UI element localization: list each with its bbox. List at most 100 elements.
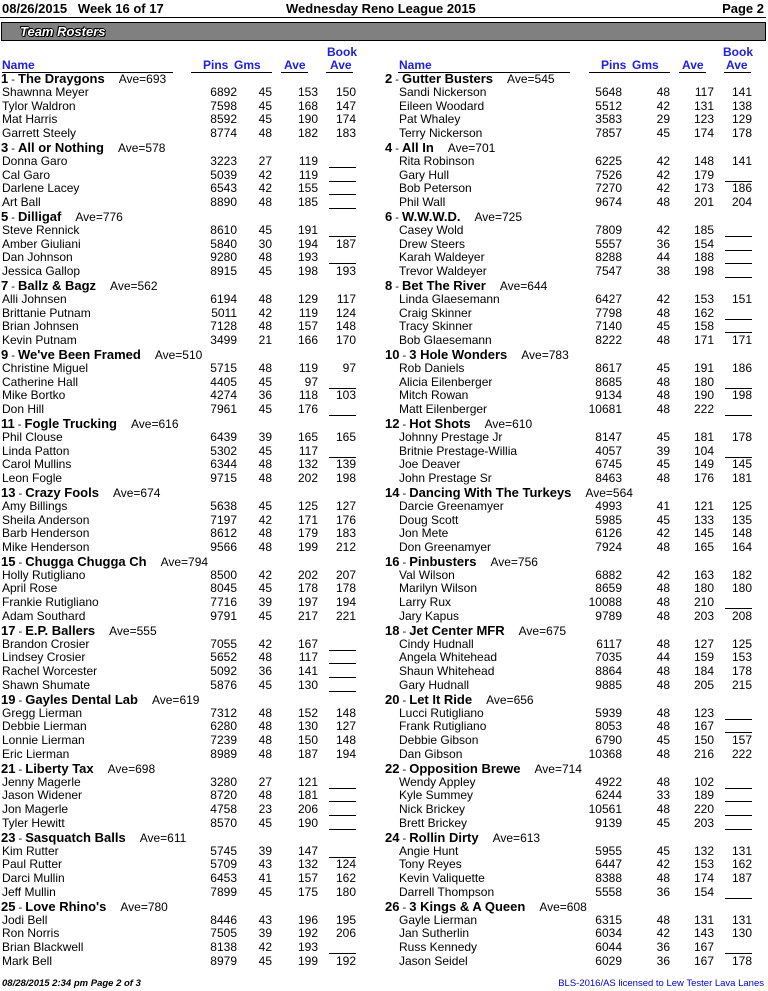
player-name: April Rose — [2, 581, 58, 596]
player-row: Craig Skinner 7798 48 162 — [384, 305, 768, 321]
games: 48 — [656, 195, 670, 210]
average: 153 — [693, 857, 714, 872]
book-average: 178 — [731, 954, 752, 968]
player-name: Marilyn Wilson — [399, 581, 478, 596]
player-name: Rob Daniels — [399, 360, 465, 375]
games: 48 — [656, 333, 670, 348]
average: 171 — [297, 512, 318, 527]
team-number: 2 — [385, 71, 393, 86]
pins: 6439 — [210, 429, 237, 444]
pins: 8890 — [210, 195, 237, 210]
book-average: 198 — [731, 388, 752, 403]
ave-prefix: Ave= — [117, 140, 146, 155]
player-name: Darlene Lacey — [2, 181, 80, 196]
ave-value: 562 — [137, 278, 158, 293]
pins: 8570 — [210, 816, 237, 831]
player-name: Gregg Lierman — [2, 705, 83, 720]
col-name-left: Name — [2, 58, 35, 72]
book-average: 145 — [731, 457, 752, 472]
book-average: 187 — [335, 236, 356, 251]
games: 48 — [656, 305, 670, 320]
player-row: Lindsey Crosier 5652 48 117 — [0, 651, 384, 665]
average: 148 — [693, 153, 714, 168]
average: 131 — [693, 912, 714, 927]
book-average-blank — [329, 224, 356, 237]
team-number: 15 — [1, 553, 16, 569]
average: 167 — [297, 636, 318, 651]
average: 131 — [693, 98, 714, 113]
average: 162 — [693, 305, 714, 320]
average: 185 — [693, 222, 714, 237]
average: 147 — [297, 843, 318, 858]
pins: 6882 — [595, 567, 622, 582]
book-average-blank — [725, 265, 752, 279]
player-name: Debbie Gibson — [399, 733, 479, 748]
pins: 8388 — [595, 871, 622, 886]
ave-value: 564 — [612, 485, 633, 500]
average: 202 — [297, 567, 318, 582]
team-average: Ave=619 — [152, 693, 200, 707]
games: 42 — [656, 167, 670, 182]
player-row: Art Ball 8890 48 185 — [0, 195, 384, 210]
book-average-blank — [725, 445, 752, 458]
average: 191 — [297, 222, 318, 237]
book-average: 198 — [335, 471, 356, 486]
team-average: Ave=545 — [507, 72, 555, 86]
games: 48 — [258, 126, 272, 141]
book-average: 174 — [335, 112, 356, 127]
pins: 10561 — [588, 802, 622, 817]
player-name: Sandi Nickerson — [399, 84, 487, 99]
games: 48 — [656, 581, 670, 596]
player-name: Terry Nickerson — [399, 126, 483, 141]
player-name: Brittanie Putnam — [2, 305, 91, 320]
player-name: Joe Deaver — [399, 457, 461, 472]
team-header: 5 - Dilligaf Ave=776 — [0, 210, 384, 224]
average: 220 — [693, 802, 714, 817]
book-average: 206 — [335, 926, 356, 941]
player-row: Angela Whitehead 7035 44 159 153 — [384, 651, 768, 665]
games: 45 — [258, 816, 272, 831]
book-average: 148 — [335, 705, 356, 720]
pins: 3223 — [210, 153, 237, 168]
team-name: Dilligaf — [18, 208, 62, 224]
average: 153 — [297, 84, 318, 99]
team-average: Ave=725 — [475, 210, 523, 224]
separator: - — [392, 280, 403, 293]
average: 190 — [297, 816, 318, 831]
pins: 7312 — [210, 705, 237, 720]
average: 203 — [693, 609, 714, 624]
book-average: 97 — [342, 360, 356, 375]
average: 129 — [297, 291, 318, 306]
average: 123 — [693, 112, 714, 127]
player-row: Darlene Lacey 6543 42 155 — [0, 182, 384, 196]
col-name-right: Name — [399, 58, 432, 72]
average: 191 — [693, 360, 714, 375]
player-row: Donna Garo 3223 27 119 — [0, 153, 384, 169]
team-number: 1 — [1, 71, 9, 86]
ave-prefix: Ave= — [474, 209, 502, 224]
average: 181 — [297, 788, 318, 803]
average: 165 — [297, 429, 318, 444]
book-average: 195 — [335, 912, 356, 927]
pins: 9674 — [595, 195, 622, 210]
week-label: Week 16 of 17 — [77, 1, 164, 16]
book-average-blank — [725, 941, 752, 955]
book-average: 181 — [731, 471, 752, 486]
ave-prefix: Ave= — [490, 554, 518, 569]
games: 27 — [258, 774, 272, 789]
games: 48 — [656, 747, 670, 762]
player-row: Jon Magerle 4758 23 206 — [0, 802, 384, 817]
ave-value: 610 — [512, 416, 533, 431]
pins: 7239 — [210, 733, 237, 748]
player-row: Cindy Hudnall 6117 48 127 125 — [384, 637, 768, 652]
separator: - — [399, 349, 410, 362]
pins: 7547 — [595, 264, 622, 279]
team-number: 3 — [1, 139, 9, 155]
games: 48 — [258, 360, 272, 375]
pins: 5302 — [210, 443, 237, 458]
col-book-left: Book — [327, 45, 357, 59]
book-average: 150 — [335, 84, 356, 99]
pins: 9280 — [210, 250, 237, 265]
book-average: 182 — [731, 567, 752, 582]
average: 175 — [297, 885, 318, 900]
